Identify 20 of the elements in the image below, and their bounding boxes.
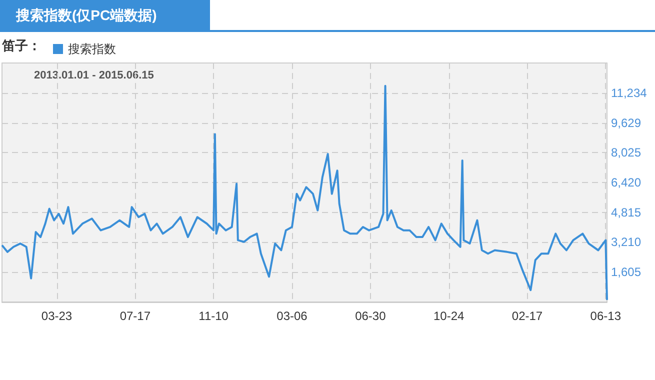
y-tick-label: 8,025 (611, 146, 642, 160)
y-tick-label: 4,815 (611, 205, 642, 220)
x-tick-label: 07-17 (120, 309, 151, 323)
x-tick-label: 03-23 (41, 309, 72, 323)
x-tick-label: 10-24 (433, 309, 464, 323)
chart-title: 搜索指数(仅PC端数据) (15, 7, 157, 23)
legend-label: 搜索指数 (68, 42, 116, 56)
x-tick-label: 03-06 (276, 309, 308, 323)
x-tick-label: 06-13 (590, 309, 622, 323)
line-series (1, 84, 608, 301)
y-tick-label: 3,210 (611, 235, 642, 250)
x-tick-label: 11-10 (198, 309, 229, 323)
x-tick-label: 06-30 (355, 309, 386, 323)
y-tick-label: 1,605 (611, 265, 642, 280)
legend-title: 笛子： (1, 38, 41, 53)
annotation: 2013.01.01 - 2015.06.15 (34, 70, 154, 82)
y-tick-label: 11,234 (611, 86, 648, 100)
x-tick-label: 02-17 (512, 309, 543, 323)
y-tick-label: 9,629 (611, 116, 642, 130)
y-tick-label: 6,420 (611, 175, 642, 190)
